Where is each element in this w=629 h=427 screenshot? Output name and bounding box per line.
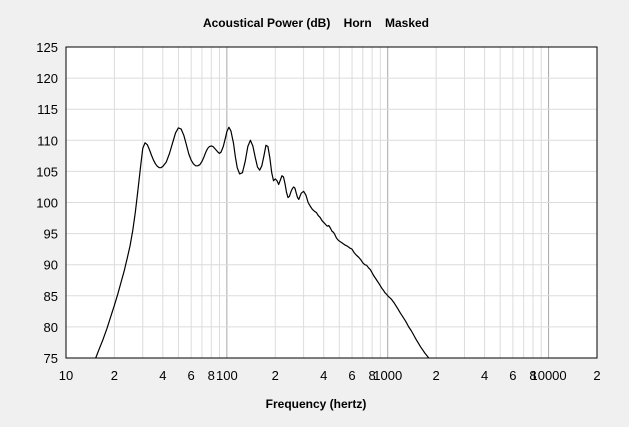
y-tick-label: 125 bbox=[36, 40, 58, 55]
x-axis-label: Frequency (hertz) bbox=[266, 397, 367, 411]
grid-lines bbox=[66, 47, 597, 358]
x-tick-label: 4 bbox=[159, 368, 166, 383]
x-tick-label: 2 bbox=[433, 368, 440, 383]
x-tick-label: 4 bbox=[320, 368, 327, 383]
y-tick-label: 75 bbox=[44, 351, 58, 366]
y-tick-label: 95 bbox=[44, 227, 58, 242]
x-tick-label: 10 bbox=[59, 368, 73, 383]
y-tick-label: 105 bbox=[36, 164, 58, 179]
y-tick-label: 90 bbox=[44, 258, 58, 273]
y-tick-label: 100 bbox=[36, 196, 58, 211]
x-tick-label: 6 bbox=[348, 368, 355, 383]
x-tick-label: 1000 bbox=[373, 368, 402, 383]
chart-title: Acoustical Power (dB) Horn Masked bbox=[203, 16, 429, 30]
x-tick-label: 4 bbox=[481, 368, 488, 383]
x-tick-label: 2 bbox=[593, 368, 600, 383]
y-tick-label: 120 bbox=[36, 71, 58, 86]
x-tick-label: 10000 bbox=[530, 368, 566, 383]
y-tick-label: 85 bbox=[44, 289, 58, 304]
y-tick-label: 115 bbox=[37, 102, 58, 117]
x-tick-label: 8 bbox=[529, 368, 536, 383]
x-tick-label: 6 bbox=[509, 368, 516, 383]
plot-frame bbox=[65, 46, 598, 359]
x-tick-label: 2 bbox=[111, 368, 118, 383]
x-tick-label: 2 bbox=[272, 368, 279, 383]
y-tick-label: 110 bbox=[37, 133, 58, 148]
series-line bbox=[95, 126, 430, 358]
y-tick-label: 80 bbox=[44, 320, 58, 335]
series-group bbox=[95, 126, 430, 358]
x-tick-label: 6 bbox=[188, 368, 195, 383]
x-tick-label: 100 bbox=[216, 368, 238, 383]
x-tick-label: 8 bbox=[208, 368, 215, 383]
x-tick-label: 8 bbox=[369, 368, 376, 383]
y-axis-ticks: 75 80 85 90 95 100 105 110 115 120 125 bbox=[36, 40, 58, 366]
